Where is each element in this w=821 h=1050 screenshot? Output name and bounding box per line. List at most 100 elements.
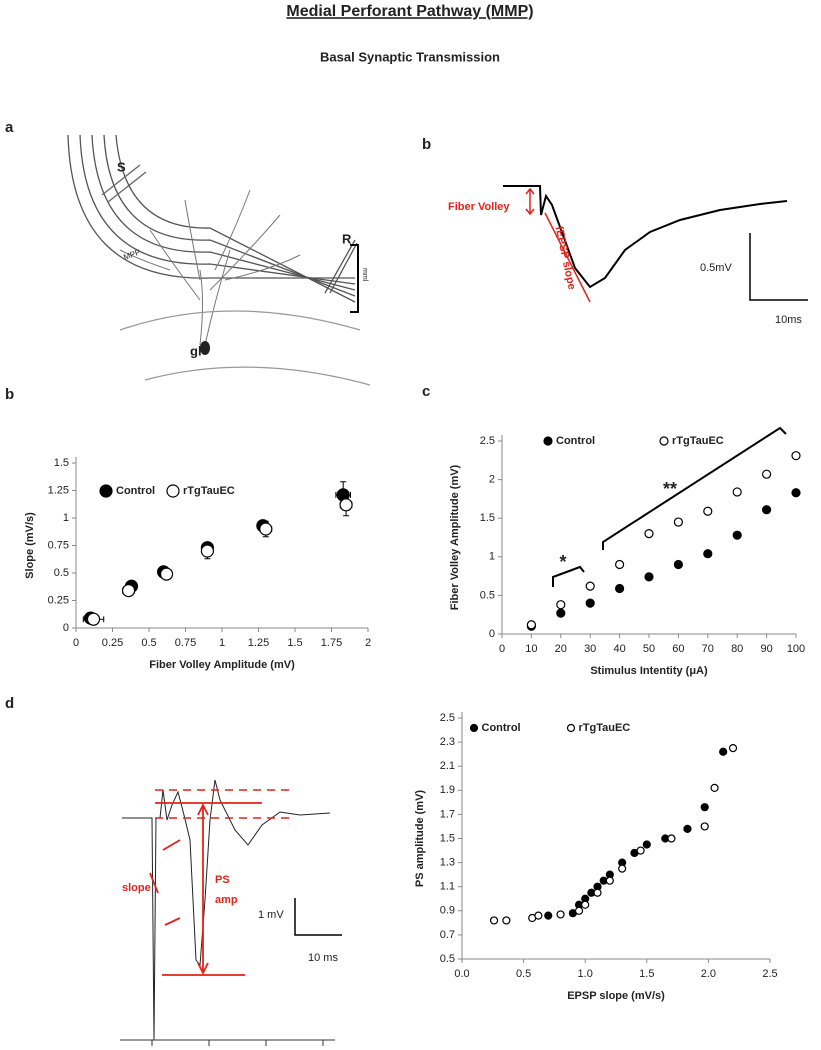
data-point [526,620,537,630]
legend-label: rTgTauEC [672,435,724,447]
y-tick-label: 0.25 [48,594,69,606]
trace-annotation: fEPSP slope [553,225,578,291]
scale-label: 10 ms [308,952,338,964]
legend-label: Control [116,485,155,497]
legend-marker [566,723,576,733]
legend-marker [659,436,669,446]
legend-marker [166,484,180,498]
data-point [644,529,654,539]
y-tick-label: 0.9 [440,905,455,917]
y-tick-label: 0 [63,622,69,634]
data-point [489,916,499,925]
data-point [339,498,353,512]
diagram-label: gl [190,343,202,358]
x-tick-label: 70 [702,643,714,655]
y-tick-label: 1.7 [440,808,455,820]
data-point [593,888,602,897]
data-point [673,559,684,570]
y-tick-label: 0.75 [48,539,69,551]
data-point [791,488,801,498]
legend-label: rTgTauEC [579,722,631,734]
x-tick-label: 0.0 [454,968,469,980]
data-point [534,911,543,920]
data-point [700,822,709,831]
x-tick-label: 90 [760,643,772,655]
data-point [728,744,738,753]
data-point [574,906,584,915]
x-tick-label: 0.5 [141,637,156,649]
legend-label: rTgTauEC [183,485,235,497]
x-tick-label: 100 [787,643,805,655]
figure-title: Medial Perforant Pathway (MMP) [286,3,533,20]
legend-marker [469,723,479,733]
x-tick-label: 1.75 [321,637,342,649]
y-tick-label: 2.5 [440,712,455,724]
y-axis-label: PS amplitude (mV) [414,790,426,888]
trace-annotation: Fiber Volley [448,201,510,213]
x-tick-label: 2.5 [762,968,777,980]
data-point [732,487,742,497]
data-point [259,522,273,536]
data-point [791,451,801,461]
x-tick-label: 0 [499,643,505,655]
y-tick-label: 1.3 [440,857,455,869]
legend-marker [543,436,553,446]
annotation: ** [663,479,677,499]
data-point [614,583,625,594]
x-tick-label: 1.0 [578,968,593,980]
x-tick-label: 80 [731,643,743,655]
x-tick-label: 2 [365,637,371,649]
panel-label: d [5,695,14,712]
data-point [710,783,719,792]
diagram-label: MPP [122,247,141,261]
data-point [700,803,709,812]
data-point [703,506,713,516]
trace-annotation: PS [215,874,230,886]
x-tick-label: 0.75 [175,637,196,649]
x-tick-label: 10 [525,643,537,655]
y-tick-label: 0.5 [54,567,69,579]
data-point [683,824,692,833]
data-point [761,505,772,515]
data-point [502,916,511,925]
diagram-label: S [117,159,126,174]
population-spike-trace [120,779,342,1046]
legend-label: Control [556,435,595,447]
data-point [642,840,651,849]
y-tick-label: 0.5 [480,589,495,601]
figure-subtitle: Basal Synaptic Transmission [320,49,500,64]
data-point [605,876,614,885]
data-point [614,559,625,570]
legend-marker [99,484,113,498]
data-point [703,549,713,559]
panel-label: b [5,386,14,403]
data-point [86,612,101,626]
y-tick-label: 2.5 [480,435,495,447]
data-point [719,747,728,756]
data-point [556,608,566,618]
data-point [644,572,654,582]
scale-label: 0.5mV [700,262,732,274]
x-tick-label: 1.5 [639,968,654,980]
y-tick-label: 2.1 [440,760,455,772]
x-tick-label: 0 [73,637,79,649]
data-point [581,900,590,909]
data-point [585,581,595,591]
y-tick-label: 1.5 [54,457,69,469]
y-tick-label: 1.25 [48,484,69,496]
data-point [544,911,553,920]
x-tick-label: 30 [584,643,596,655]
x-tick-label: 20 [555,643,567,655]
panel-label: c [422,383,430,400]
x-tick-label: 1 [219,637,225,649]
fepsp-trace [503,185,808,303]
trace-annotation: amp [215,894,238,906]
y-tick-label: 2 [489,474,495,486]
panel-label: a [5,119,14,136]
x-axis-label: Stimulus Intentity (μA) [590,665,708,677]
annotation: * [559,552,566,572]
y-tick-label: 1.1 [440,881,455,893]
x-tick-label: 1.25 [248,637,269,649]
x-tick-label: 1.5 [287,637,302,649]
